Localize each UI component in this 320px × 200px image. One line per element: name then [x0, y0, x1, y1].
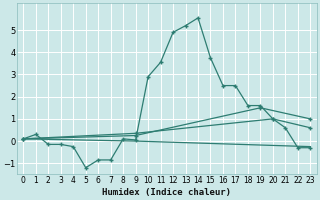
X-axis label: Humidex (Indice chaleur): Humidex (Indice chaleur) — [102, 188, 231, 197]
